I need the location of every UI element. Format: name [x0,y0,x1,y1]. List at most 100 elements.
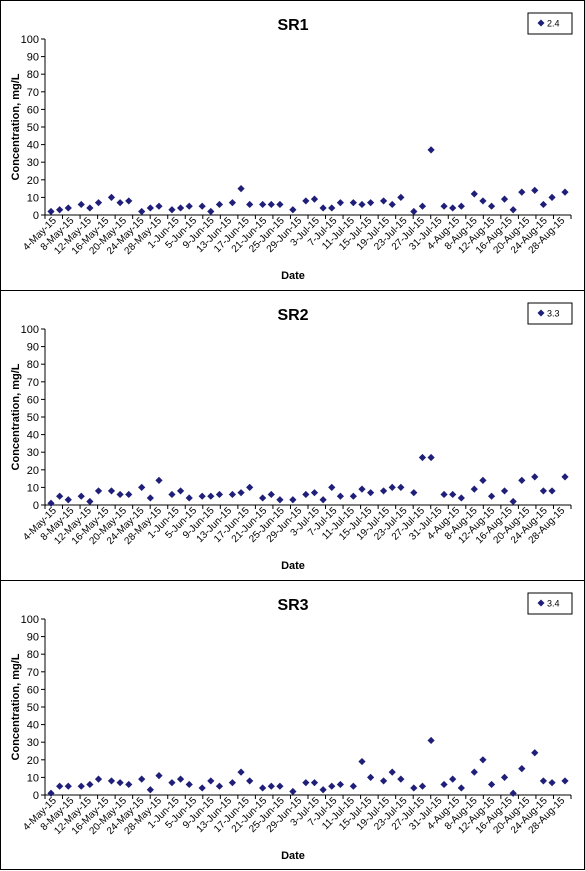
data-point [449,775,457,783]
data-point [349,199,357,207]
data-point [116,779,124,787]
data-point [125,490,133,499]
y-tick-label: 50 [27,412,39,424]
data-point [94,775,103,783]
data-point [539,200,548,209]
data-point [47,789,55,797]
data-point [302,197,310,205]
y-tick-label: 100 [21,614,39,626]
data-point [397,775,405,783]
y-tick-label: 50 [27,702,39,714]
y-tick-label: 70 [27,87,39,99]
data-point [207,492,215,500]
data-point [146,204,154,212]
data-point [410,784,418,792]
data-point [531,749,539,757]
data-point [207,777,215,785]
y-tick-label: 40 [27,720,39,732]
data-point [548,779,556,787]
chart-panel-sr3: SR3 0 10 20 30 40 50 60 70 80 90 100 4-May-15 8-May-1… [0,580,585,870]
data-point [427,453,435,462]
data-point [319,204,327,212]
legend-box [527,302,573,325]
y-tick-label: 60 [27,684,39,696]
chart-title: SR1 [277,17,308,34]
data-point [47,499,55,507]
data-point [198,202,206,210]
y-axis-title: Concentration, mg/L [10,653,22,760]
data-point [379,487,388,495]
data-point [410,489,418,497]
data-point [336,492,344,500]
chart-svg-sr3: SR301020304050607080901004-May-158-May-1… [10,592,573,862]
data-point [531,473,539,481]
data-point [56,492,64,500]
data-point [185,780,193,789]
data-point [319,496,327,504]
data-point [237,185,245,193]
data-point [440,780,448,789]
legend-marker [537,19,545,27]
data-point [457,494,465,502]
data-point [500,773,509,781]
data-point [328,782,336,790]
data-point [336,780,344,789]
data-point [449,490,457,499]
data-point [259,200,267,209]
data-point [518,765,526,773]
data-point [125,197,133,205]
data-point [539,487,548,495]
y-tick-label: 0 [33,790,39,802]
data-point [470,768,478,776]
data-point [259,784,267,792]
data-point [548,193,556,201]
data-point [427,736,435,745]
data-point [487,492,496,500]
data-point [440,490,448,499]
y-tick-label: 60 [27,394,39,406]
data-point [246,200,254,209]
data-point [457,784,465,792]
legend-label: 3.4 [547,599,560,609]
data-point [561,188,569,196]
data-point [116,199,124,207]
data-point [86,497,94,506]
data-point [358,757,366,766]
data-point [479,756,487,764]
data-point [116,490,124,499]
data-point [531,186,539,194]
y-tick-label: 10 [27,482,39,494]
data-point [77,492,85,500]
data-point [561,473,569,481]
chart-title: SR3 [277,597,308,614]
y-tick-label: 30 [27,157,39,169]
data-point [86,204,94,212]
legend: 2.4 [527,12,573,35]
y-tick-label: 60 [27,104,39,116]
data-point [397,483,405,491]
data-point [246,777,254,785]
data-point [107,777,116,785]
y-tick-label: 80 [27,69,39,81]
data-point [276,496,284,504]
data-point [479,197,487,205]
data-point [138,775,146,783]
chart-svg-sr2: SR201020304050607080901004-May-158-May-1… [10,302,573,572]
data-point [146,786,154,794]
data-point [267,490,275,499]
data-point [379,777,388,785]
data-point [410,207,418,216]
data-point [155,772,163,780]
data-point [518,188,526,196]
data-point [470,485,478,493]
data-point [168,490,176,499]
y-tick-label: 70 [27,377,39,389]
data-point [548,487,556,495]
data-point [228,199,237,207]
data-point [418,782,427,790]
data-point [367,199,375,207]
data-point [267,200,275,209]
y-tick-label: 0 [33,500,39,512]
data-point [336,199,344,207]
data-point [418,453,427,462]
